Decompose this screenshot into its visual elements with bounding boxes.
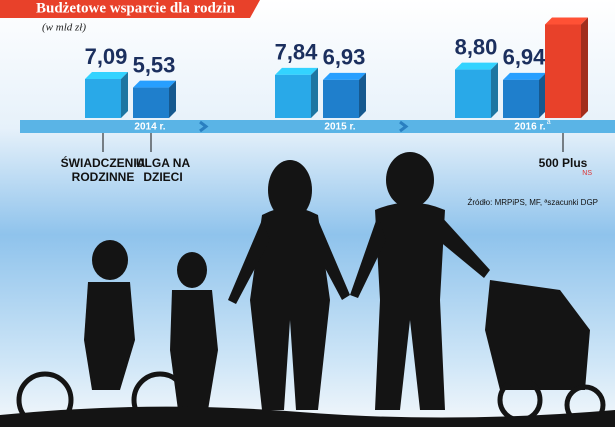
x-tick-label: 2015 r. bbox=[324, 122, 355, 133]
value-label: 7,84 bbox=[275, 40, 319, 65]
bar bbox=[133, 87, 169, 118]
legend-label: ŚWIADCZENIA RODZINNE bbox=[60, 156, 146, 184]
bar-top bbox=[545, 17, 588, 25]
bar-side bbox=[121, 72, 128, 118]
subtitle: (w mld zł) bbox=[42, 22, 86, 34]
bar bbox=[85, 79, 121, 118]
value-label: 5,53 bbox=[133, 52, 176, 77]
x-tick-label: 2014 r. bbox=[134, 122, 165, 133]
timeline-arrows bbox=[199, 120, 409, 133]
bar bbox=[455, 69, 491, 118]
bar-side bbox=[359, 72, 366, 118]
bar-side bbox=[311, 67, 318, 118]
bar bbox=[323, 79, 359, 118]
bar-top bbox=[503, 72, 546, 80]
value-label: 6,94 bbox=[503, 45, 547, 70]
bar-side bbox=[491, 62, 498, 118]
bar bbox=[545, 24, 581, 118]
legend-label: ULGA NA DZIECI bbox=[135, 156, 191, 184]
value-label: 8,80 bbox=[455, 34, 498, 59]
bar-side bbox=[169, 80, 176, 118]
value-label: 6,93 bbox=[323, 45, 366, 70]
bar-side bbox=[539, 72, 546, 118]
timeline bbox=[20, 120, 615, 133]
source: Źródło: MRPiPS, MF, ªszacunki DGP bbox=[467, 198, 598, 207]
bar-top bbox=[323, 72, 366, 80]
bar bbox=[503, 79, 539, 118]
bar-top bbox=[85, 72, 128, 80]
value-label: 7,09 bbox=[85, 44, 128, 69]
x-tick-label: 2016 r. bbox=[514, 122, 545, 133]
footnote-marker: a bbox=[547, 119, 551, 126]
bar bbox=[275, 74, 311, 118]
bar-top bbox=[275, 67, 318, 75]
silhouettes bbox=[0, 152, 615, 427]
legend-label: 500 Plus bbox=[538, 156, 588, 170]
title: Budżetowe wsparcie dla rodzin bbox=[36, 0, 236, 16]
bar-side bbox=[581, 17, 588, 118]
bar-top bbox=[455, 62, 498, 70]
bar-top bbox=[133, 80, 176, 88]
title-banner bbox=[0, 0, 260, 18]
credit: NS bbox=[582, 170, 592, 177]
